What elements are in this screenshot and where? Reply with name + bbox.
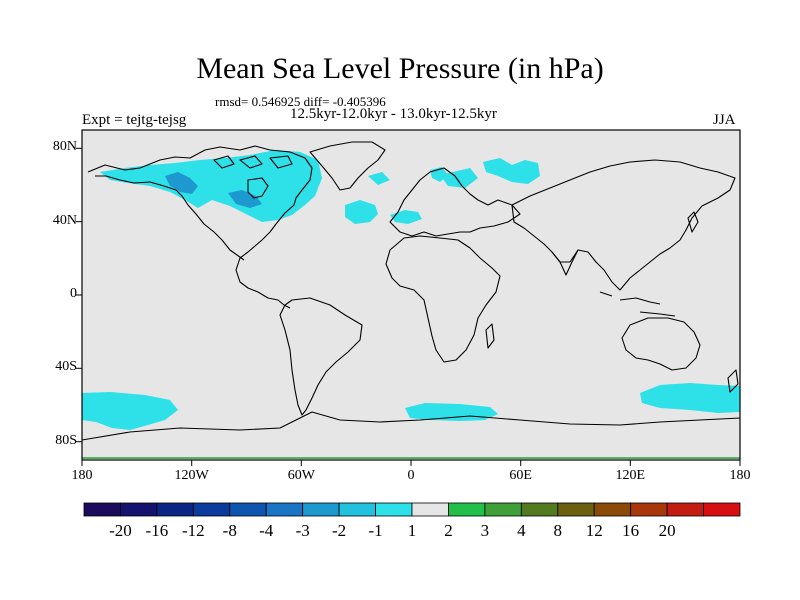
- x-tick-label: 180: [729, 468, 751, 483]
- coast-madagascar: [485, 323, 495, 349]
- experiment-label: Expt = tejtg-tejsg: [82, 112, 187, 128]
- anomaly-north-america: [100, 150, 322, 222]
- colorbar-box: [229, 502, 267, 517]
- colorbar-box: [520, 502, 559, 517]
- x-tick-label: 120W: [174, 468, 209, 483]
- coast-australia: [621, 317, 701, 371]
- coast-north-america: [87, 145, 313, 309]
- coast-antarctica: [82, 411, 740, 441]
- colorbar-tick-label: -1: [368, 521, 383, 540]
- coast-europe: [389, 167, 521, 237]
- colorbar-box: [338, 502, 376, 517]
- anomaly-norway-coast: [440, 168, 478, 188]
- coast-indonesia: [599, 291, 676, 317]
- coast-south-america: [279, 297, 363, 416]
- colorbar-tick-label: 8: [553, 521, 563, 540]
- colorbar-box: [666, 502, 704, 517]
- coast-new-zealand: [727, 369, 739, 393]
- y-tick-label: 40S: [55, 359, 77, 375]
- coast-greenland: [309, 141, 386, 191]
- colorbar-box: [265, 502, 304, 517]
- colorbar-tick-label: -2: [332, 521, 347, 540]
- x-tick-label: 60E: [509, 468, 532, 483]
- x-tick-label: 120E: [615, 468, 646, 483]
- x-tick-label: 0: [407, 468, 415, 483]
- colorbar-box: [375, 502, 413, 517]
- anomaly-north-atlantic: [345, 200, 378, 224]
- y-tick-label: 80S: [55, 432, 77, 448]
- anomaly-europe-west: [390, 210, 422, 224]
- anomaly-greenland-east: [368, 172, 390, 185]
- colorbar-box: [120, 502, 158, 517]
- colorbar-tick-label: 16: [622, 521, 640, 540]
- coast-hudson-bay: [247, 177, 269, 199]
- coast-africa: [385, 235, 501, 363]
- colorbar-tick-label: 12: [585, 521, 603, 540]
- colorbar-tick-label: -20: [109, 521, 132, 540]
- y-tick-label: 0: [70, 286, 77, 301]
- anomaly-cyan-regions: [82, 150, 740, 430]
- colorbar-tick-label: -3: [295, 521, 310, 540]
- colorbar-box: [484, 502, 522, 517]
- coast-arctic-islands: [213, 155, 293, 169]
- anomaly-south-pacific: [82, 392, 178, 430]
- colorbar-box: [302, 502, 340, 517]
- stats-line: rmsd= 0.546925 diff= -0.405396: [215, 94, 386, 109]
- colorbar-box: [192, 502, 231, 517]
- map-title: Mean Sea Level Pressure (in hPa): [196, 52, 604, 85]
- anomaly-blue-regions: [165, 172, 262, 208]
- colorbar-tick-label: -12: [181, 521, 205, 540]
- anomaly-siberia: [483, 158, 540, 184]
- colorbar-tick-label: -8: [222, 521, 237, 540]
- coast-india: [551, 249, 579, 276]
- colorbar-tick-label: 2: [444, 521, 453, 540]
- anomaly-hudson-core: [228, 190, 262, 208]
- period-line: 12.5kyr-12.0kyr - 13.0kyr-12.5kyr: [290, 106, 497, 122]
- season-label: JJA: [713, 112, 736, 128]
- x-tick-label: 60W: [287, 468, 315, 483]
- coastlines: [82, 141, 740, 441]
- anomaly-south-indian: [640, 383, 740, 413]
- colorbar-tick-label: 3: [480, 521, 490, 540]
- anomaly-alaska-core: [165, 172, 198, 194]
- tick-marks: [76, 147, 741, 466]
- colorbar-box: [703, 502, 741, 517]
- x-tick-label: 180: [71, 468, 93, 483]
- colorbar-box: [156, 502, 194, 517]
- coast-japan: [687, 211, 699, 233]
- colorbar-tick-label: -16: [145, 521, 169, 540]
- colorbar-box: [593, 502, 632, 517]
- colorbar-box: [411, 502, 449, 517]
- colorbar-box: [630, 502, 668, 517]
- colorbar: [83, 502, 741, 517]
- colorbar-tick-label: -4: [259, 521, 274, 540]
- colorbar-tick-label: 4: [517, 521, 526, 540]
- y-tick-label: 80N: [52, 139, 77, 155]
- y-tick-label: 40N: [52, 212, 77, 228]
- colorbar-tick-label: 1: [407, 521, 417, 540]
- colorbar-box: [448, 502, 486, 517]
- colorbar-tick-label: 20: [658, 521, 676, 540]
- colorbar-box: [557, 502, 595, 517]
- colorbar-box: [83, 502, 121, 517]
